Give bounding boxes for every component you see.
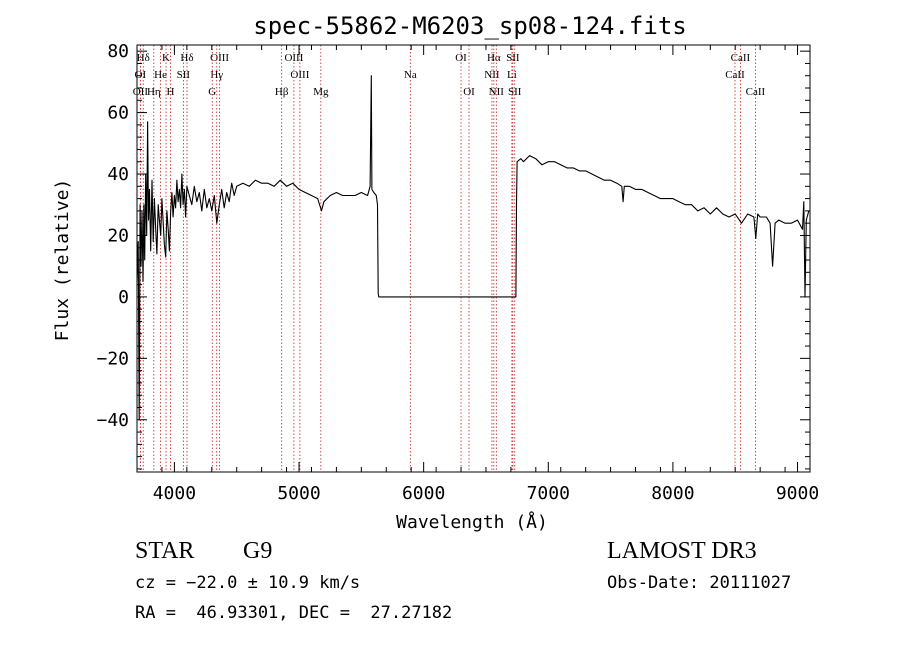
x-tick-label: 5000	[277, 483, 320, 504]
axes-layer: 4000 5000 6000 7000 8000 9000 −40 −20 0 20 40 60 80	[96, 41, 819, 504]
object-class: STAR	[135, 538, 195, 564]
line-label-CaII: CaII	[725, 69, 745, 81]
line-label-CaII: CaII	[731, 52, 751, 64]
spectral-line-markers: Hδ K Hδ OIII OIII OI Hα SII CaII OI He SII Hγ OIII Na N…	[133, 45, 766, 472]
line-label-He: He	[154, 69, 167, 81]
line-label-Hγ: Hγ	[210, 69, 223, 81]
chart-title: spec-55862-M6203_sp08-124.fits	[253, 12, 686, 40]
line-label-OI: OI	[455, 52, 467, 64]
y-tick-label: 40	[107, 164, 129, 185]
y-tick-label: 80	[107, 41, 129, 62]
line-label-Hβ: Hβ	[275, 86, 289, 98]
line-label-OI: OI	[463, 86, 475, 98]
survey-name: LAMOST DR3	[607, 538, 757, 564]
ra-dec-coordinates: RA = 46.93301, DEC = 27.27182	[135, 603, 453, 623]
line-label-SII: SII	[508, 86, 522, 98]
plot-frame	[136, 44, 811, 473]
line-label-G: G	[208, 86, 216, 98]
line-label-CaII: CaII	[746, 86, 766, 98]
line-label-Na: Na	[404, 69, 417, 81]
line-label-OI: OI	[135, 69, 147, 81]
line-label-Hδ: Hδ	[180, 52, 193, 64]
x-tick-label: 7000	[527, 483, 570, 504]
x-tick-label: 6000	[402, 483, 445, 504]
y-tick-label: −20	[96, 348, 129, 369]
y-tick-label: −40	[96, 410, 129, 431]
line-label-Hδ: Hδ	[137, 52, 150, 64]
x-tick-label: 4000	[153, 483, 196, 504]
line-label-OIII: OIII	[210, 52, 229, 64]
y-tick-label: 0	[118, 287, 129, 308]
line-label-K: K	[162, 52, 170, 64]
line-label-OIII: OIII	[284, 52, 303, 64]
object-subclass: G9	[243, 538, 273, 564]
line-label-NII: NII	[484, 69, 500, 81]
spectrum-series-line	[136, 75, 810, 421]
line-label-Li: Li	[507, 69, 517, 81]
y-axis-label: Flux (relative)	[52, 179, 73, 342]
line-label-H: H	[167, 86, 175, 98]
observation-date: Obs-Date: 20111027	[607, 573, 792, 593]
x-tick-label: 9000	[776, 483, 819, 504]
x-axis-label: Wavelength (Å)	[396, 511, 548, 533]
line-label-SII: SII	[506, 52, 520, 64]
redshift-velocity: cz = −22.0 ± 10.9 km/s	[135, 573, 361, 593]
line-label-NII: NII	[489, 86, 505, 98]
line-label-Mg: Mg	[313, 86, 329, 98]
line-label-OIII: OIII	[290, 69, 309, 81]
line-label-Hη: Hη	[147, 86, 161, 98]
x-tick-label: 8000	[651, 483, 694, 504]
spectrum-layer	[136, 75, 810, 421]
line-label-Hα: Hα	[487, 52, 501, 64]
line-label-SII: SII	[177, 69, 191, 81]
y-tick-label: 60	[107, 103, 129, 124]
y-tick-label: 20	[107, 225, 129, 246]
